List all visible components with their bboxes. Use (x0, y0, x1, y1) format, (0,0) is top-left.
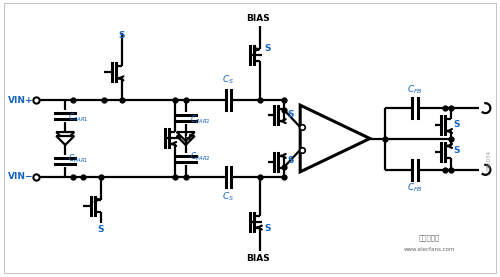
Text: $C_{PAR1}$: $C_{PAR1}$ (68, 153, 89, 165)
Text: $C_S$: $C_S$ (222, 74, 234, 86)
Text: $C_{PAR2}$: $C_{PAR2}$ (190, 151, 210, 163)
Polygon shape (56, 132, 74, 141)
Text: $C_{FB}$: $C_{FB}$ (406, 84, 422, 96)
Text: $C_S$: $C_S$ (222, 191, 234, 203)
Text: BIAS: BIAS (246, 254, 270, 263)
Text: H: H (182, 134, 190, 142)
Text: www.elecfans.com: www.elecfans.com (404, 247, 456, 252)
Text: S: S (264, 224, 271, 233)
Polygon shape (300, 105, 370, 172)
Text: S: S (454, 147, 460, 155)
Text: S: S (287, 157, 294, 165)
Polygon shape (56, 136, 74, 145)
Text: $C_{PAR1}$: $C_{PAR1}$ (68, 112, 89, 124)
Text: S: S (264, 44, 271, 53)
Polygon shape (176, 136, 194, 145)
Text: $C_{FB}$: $C_{FB}$ (406, 182, 422, 194)
Text: S: S (287, 110, 294, 119)
Text: 030034: 030034 (487, 150, 492, 171)
Text: S: S (98, 225, 104, 234)
Polygon shape (176, 132, 194, 141)
Text: BIAS: BIAS (246, 14, 270, 23)
Text: VIN−: VIN− (8, 172, 34, 181)
Text: 电子发烧友: 电子发烧友 (419, 235, 440, 241)
Text: VIN+: VIN+ (8, 96, 34, 105)
Text: $C_{PAR2}$: $C_{PAR2}$ (190, 114, 210, 126)
Text: S: S (118, 32, 125, 40)
Text: S: S (454, 120, 460, 129)
